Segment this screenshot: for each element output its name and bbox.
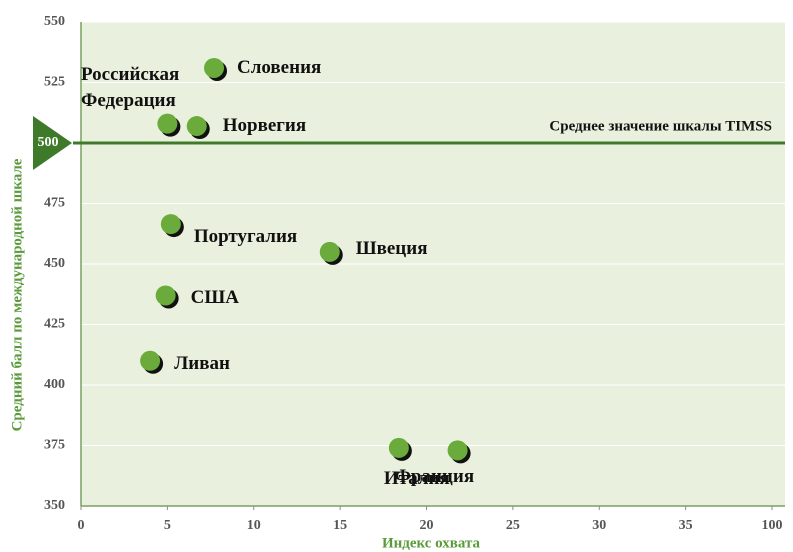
reference-marker (33, 116, 72, 170)
point (204, 57, 225, 78)
point-label: Норвегия (222, 115, 307, 137)
point (388, 437, 409, 458)
point (157, 113, 178, 134)
reference-label: Среднее значение шкалы TIMSS (549, 118, 772, 134)
point-label: Российская Федерация (81, 63, 180, 111)
y-tick-label: 400 (44, 377, 65, 392)
point (447, 440, 468, 461)
point-label: Ливан (174, 352, 230, 374)
y-tick-label: 475 (44, 196, 65, 211)
x-tick-label: 5 (164, 518, 171, 533)
point (186, 116, 207, 137)
reference-tick-label: 500 (38, 135, 59, 150)
y-tick-label: 550 (44, 14, 65, 29)
point (155, 285, 176, 306)
x-tick-label: 30 (592, 518, 606, 533)
y-tick-label: 525 (44, 75, 65, 90)
point-label: Португалия (193, 226, 298, 248)
x-tick-label: 0 (78, 518, 85, 533)
point-label: Франция (394, 466, 475, 488)
x-tick-label: 10 (247, 518, 261, 533)
point (319, 241, 340, 262)
point-label: Швеция (355, 237, 428, 259)
x-tick-label: 20 (420, 518, 434, 533)
x-tick-label: 25 (506, 518, 520, 533)
point-label: США (190, 287, 239, 309)
x-axis-title: Индекс охвата (382, 535, 481, 551)
x-tick-label: 35 (679, 518, 693, 533)
point (140, 350, 161, 371)
point-label: Италия (383, 467, 450, 489)
x-tick-label: 15 (333, 518, 347, 533)
y-tick-label: 375 (44, 438, 65, 453)
y-tick-label: 425 (44, 317, 65, 332)
y-axis-title: Средний балл по международной шкале (9, 158, 25, 431)
point (160, 214, 181, 235)
x-tick-label: 100 (762, 518, 783, 533)
y-tick-label: 350 (44, 498, 65, 513)
y-tick-label: 450 (44, 256, 65, 271)
point-label: Словения (237, 56, 322, 78)
